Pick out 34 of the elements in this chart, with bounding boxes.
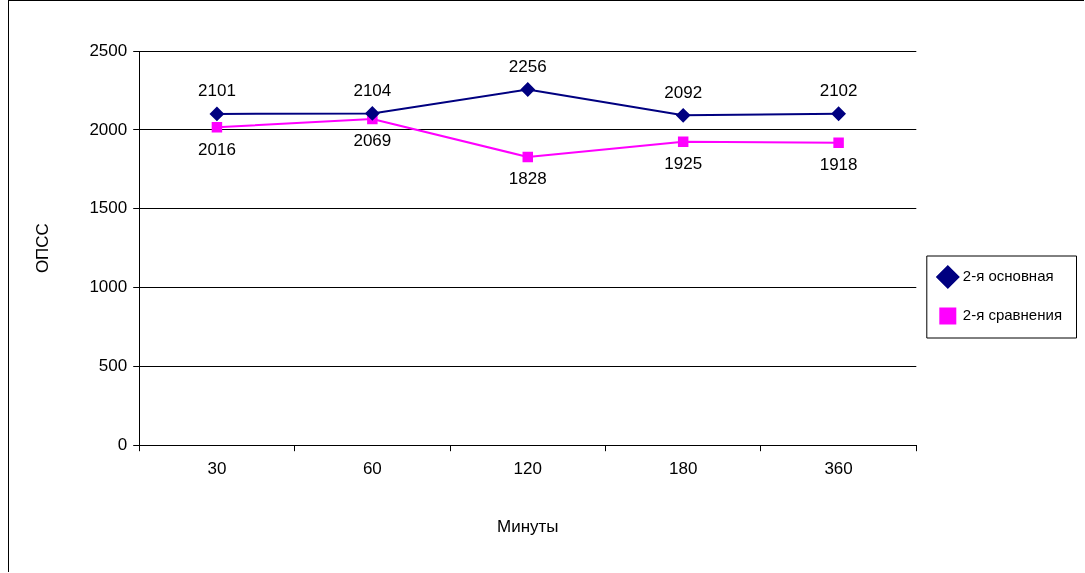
legend-label: 2-я сравнения [962, 306, 1063, 324]
point [520, 82, 535, 97]
x-tick-label: 60 [362, 459, 382, 479]
x-tick-label: 180 [668, 459, 698, 479]
point [209, 106, 224, 121]
data-label: 2069 [353, 131, 392, 151]
data-label: 2256 [508, 56, 547, 76]
data-label: 2101 [198, 81, 236, 101]
legend-label: 2-я основная [962, 267, 1054, 285]
y-axis-title: ОПСС [32, 223, 52, 274]
point [833, 137, 844, 149]
y-tick-label: 1000 [89, 277, 128, 297]
point [676, 108, 691, 123]
data-label: 1828 [508, 169, 547, 189]
y-tick-label: 1500 [89, 198, 128, 218]
point [211, 122, 223, 133]
y-tick-label: 500 [98, 356, 128, 376]
y-tick-label: 2500 [89, 40, 128, 60]
point [677, 136, 689, 147]
x-tick-label: 120 [513, 459, 542, 479]
y-tick-label: 0 [117, 434, 128, 454]
point [365, 106, 380, 121]
data-label: 2016 [198, 139, 236, 159]
data-label: 2102 [819, 80, 858, 100]
y-tick-label: 2000 [89, 119, 128, 139]
data-label: 2092 [664, 82, 703, 102]
data-label: 1925 [664, 153, 703, 173]
data-label: 2104 [353, 80, 392, 100]
data-label: 1918 [819, 154, 858, 174]
point [522, 151, 534, 163]
x-axis-title: Минуты [496, 517, 559, 537]
point [831, 106, 846, 121]
x-tick-label: 30 [207, 459, 227, 479]
x-tick-label: 360 [824, 459, 853, 479]
